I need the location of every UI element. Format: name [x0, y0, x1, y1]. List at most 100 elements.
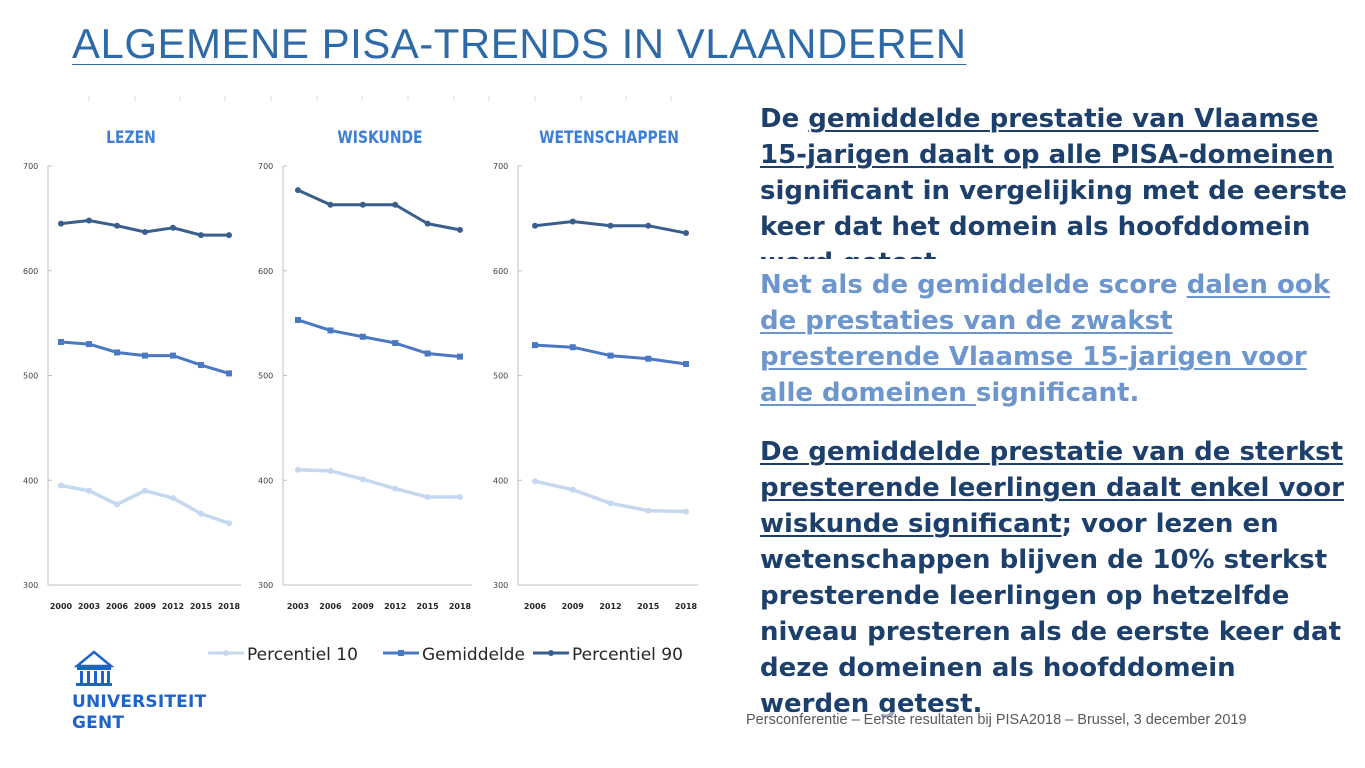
p1-run-2: significant in vergelijking met de eerst… — [760, 176, 1348, 259]
series-line-mean — [297, 318, 461, 359]
x-tick-label: 2012 — [599, 602, 621, 611]
legend-label-p10: Percentiel 10 — [247, 645, 358, 665]
chart-panel-lezen: LEZEN 300 400 500 600 700 2000 2003 2006 2009 2012… — [23, 96, 241, 611]
data-point-mean — [392, 340, 399, 347]
chart-panel-wetenschappen: WETENSCHAPPEN 300 400 500 600 700 2006 2009 2012… — [488, 96, 698, 611]
data-point-mean — [327, 327, 334, 334]
data-point-p10 — [170, 495, 176, 502]
data-point-p10 — [424, 494, 431, 501]
p2-run-1: dalen ook de prestaties van de zwakst pr… — [760, 270, 1331, 408]
data-point-p10 — [58, 482, 64, 489]
y-tick-label: 700 — [258, 162, 273, 171]
legend-marker-p10 — [223, 650, 229, 656]
data-point-mean — [170, 352, 176, 359]
data-point-p10 — [645, 507, 652, 514]
data-point-p90 — [170, 224, 176, 231]
x-tick-label: 2012 — [162, 602, 184, 611]
data-point-p90 — [607, 222, 614, 229]
data-point-p10 — [607, 500, 614, 507]
x-tick-label: 2006 — [319, 602, 342, 611]
series-line-p10 — [297, 468, 460, 499]
y-tick-label: 600 — [258, 267, 273, 276]
data-point-p90 — [226, 232, 232, 239]
university-building-icon — [73, 650, 115, 686]
data-point-p10 — [327, 467, 334, 474]
x-tick-label: 2009 — [352, 602, 375, 611]
text-paragraph-3: De gemiddelde prestatie van de sterkst p… — [760, 434, 1350, 722]
data-point-p90 — [58, 220, 64, 227]
series-line-p90 — [297, 188, 461, 232]
data-point-mean — [198, 362, 204, 369]
logo-line-2: GENT — [72, 713, 125, 733]
p1-run-0: De — [760, 104, 809, 134]
y-tick-label: 400 — [258, 476, 273, 485]
series-line-p10 — [534, 479, 687, 514]
data-point-p10 — [86, 487, 92, 494]
y-tick-label: 300 — [258, 581, 273, 590]
page-title: ALGEMENE PISA-TRENDS IN VLAANDEREN — [72, 20, 967, 67]
x-tick-label: 2009 — [134, 602, 157, 611]
data-point-mean — [359, 333, 366, 340]
text-paragraph-1: De gemiddelde prestatie van Vlaamse 15-j… — [760, 101, 1350, 259]
x-tick-label: 2012 — [384, 602, 406, 611]
x-tick-label: 2018 — [449, 602, 472, 611]
y-tick-label: 500 — [258, 372, 273, 381]
data-point-p10 — [295, 466, 301, 473]
y-tick-label: 300 — [23, 581, 38, 590]
p3-run-0: De gemiddelde prestatie van de sterkst p… — [760, 437, 1344, 539]
data-point-p90 — [424, 220, 431, 227]
data-point-p90 — [392, 201, 399, 208]
x-tick-label: 2009 — [562, 602, 585, 611]
x-tick-label: 2006 — [106, 602, 129, 611]
data-point-mean — [569, 344, 576, 351]
x-tick-label: 2006 — [524, 602, 547, 611]
data-point-p10 — [226, 520, 232, 527]
data-point-p10 — [532, 478, 538, 485]
footer-text: Persconferentie – Eerste resultaten bij … — [746, 712, 1247, 728]
data-point-mean — [607, 352, 614, 359]
data-point-mean — [532, 342, 538, 349]
p2-run-0: Net als de gemiddelde score — [760, 270, 1187, 300]
y-tick-label: 600 — [493, 267, 508, 276]
data-point-p90 — [198, 232, 204, 239]
data-point-mean — [683, 360, 689, 367]
y-tick-label: 600 — [23, 267, 38, 276]
data-point-p90 — [645, 222, 652, 229]
x-tick-label: 2003 — [287, 602, 309, 611]
data-point-mean — [114, 349, 120, 356]
y-tick-label: 400 — [23, 476, 38, 485]
data-point-p10 — [359, 476, 366, 483]
panel-title: LEZEN — [106, 128, 156, 148]
p1-run-1: gemiddelde prestatie van Vlaamse 15-jari… — [760, 104, 1334, 170]
data-point-p10 — [198, 510, 204, 517]
data-point-p10 — [569, 486, 576, 493]
p2-run-2: significant. — [975, 378, 1140, 408]
data-point-p90 — [359, 201, 366, 208]
legend-marker-p90 — [548, 650, 554, 656]
panel-title: WETENSCHAPPEN — [539, 128, 679, 148]
y-tick-label: 400 — [493, 476, 508, 485]
y-tick-label: 500 — [23, 372, 38, 381]
data-point-mean — [86, 341, 92, 348]
pisa-trend-charts: LEZEN 300 400 500 600 700 2000 2003 2006 2009 2012… — [23, 96, 698, 665]
data-point-mean — [142, 352, 148, 359]
data-point-p90 — [114, 222, 120, 229]
y-tick-label: 500 — [493, 372, 508, 381]
data-point-p10 — [392, 485, 399, 492]
data-point-p10 — [683, 508, 689, 515]
data-point-p10 — [457, 494, 463, 501]
x-tick-label: 2003 — [78, 602, 100, 611]
y-tick-label: 700 — [493, 162, 508, 171]
data-point-p90 — [295, 187, 301, 194]
data-point-p10 — [142, 487, 148, 494]
chart-panel-wiskunde: WISKUNDE 300 400 500 600 700 2003 2006 2009 2012 2… — [258, 96, 472, 611]
legend-label-mean: Gemiddelde — [422, 645, 525, 665]
x-tick-label: 2018 — [218, 602, 241, 611]
data-point-p90 — [86, 217, 92, 224]
data-point-p90 — [327, 201, 334, 208]
y-tick-label: 700 — [23, 162, 38, 171]
data-point-p90 — [569, 218, 576, 225]
x-tick-label: 2018 — [675, 602, 698, 611]
data-point-p90 — [457, 226, 463, 233]
legend-marker-mean — [398, 650, 404, 656]
